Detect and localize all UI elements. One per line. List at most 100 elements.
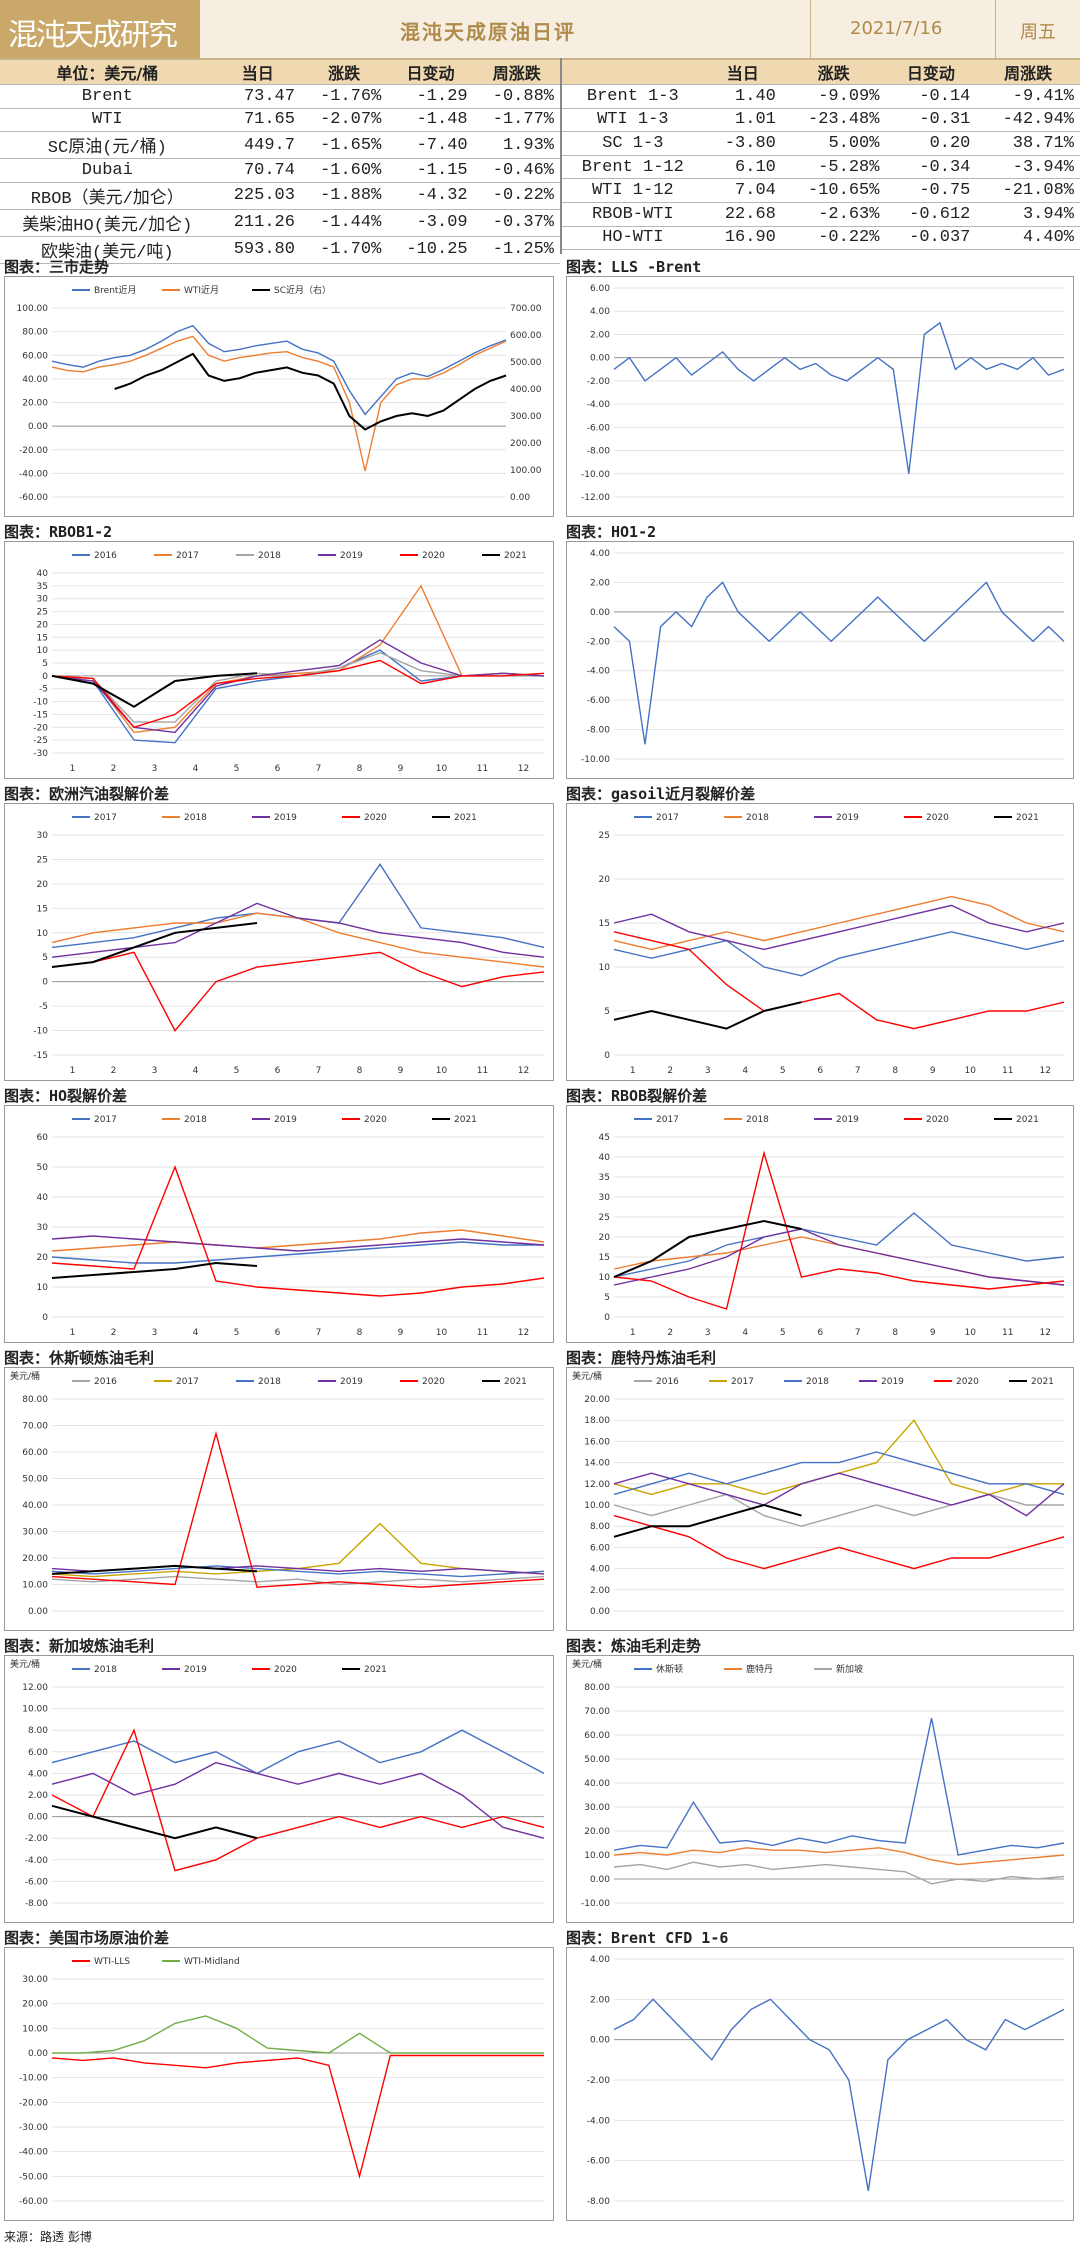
x-tick-label: 9 (398, 1066, 404, 1076)
chart-panel: 图表：HO裂解价差 60 50 40 30 20 10 0 1 2 3 4 5 6 7 8 9 10 11 12 201… (0, 1085, 560, 1347)
series-line (613, 1219, 802, 1278)
legend-label: WTI近月 (184, 284, 219, 296)
y-tick-label: 0 (42, 672, 48, 682)
y2-tick-label: 0.00 (510, 493, 530, 503)
chart-panel: 图表：美国市场原油价差 30.00 20.00 10.00 0.00 -10.00 -20.… (0, 1927, 560, 2225)
y2-tick-label: 100.00 (510, 466, 542, 476)
chart-svg: 100.00 80.00 60.00 40.00 20.00 0.00 -20.00 -40.… (4, 276, 554, 517)
legend-label: 2020 (956, 1377, 979, 1387)
y-tick-label: 15 (37, 633, 48, 643)
cell-value: -0.037 (885, 226, 977, 251)
y-tick-label: 20 (37, 880, 49, 890)
legend-label: 2021 (504, 551, 527, 561)
x-tick-label: 1 (70, 1066, 76, 1076)
cell-value: -1.29 (387, 84, 474, 109)
y-tick-label: 30 (37, 1223, 49, 1233)
x-tick-label: 5 (234, 764, 240, 774)
cell-value: -21.08% (976, 178, 1080, 203)
cell-value: 3.94% (976, 202, 1080, 227)
cell-value: -0.88% (473, 84, 560, 109)
y-tick-label: 20.00 (584, 1827, 610, 1837)
cell-value: 71.65 (214, 108, 301, 133)
y-tick-label: 50.00 (22, 1475, 48, 1485)
legend-label: 2018 (746, 813, 769, 823)
series-line (51, 1565, 545, 1578)
legend-label: 2018 (806, 1377, 829, 1387)
y-tick-label: -4.00 (587, 2116, 611, 2126)
series-line (51, 1575, 545, 1586)
table-row: Dubai 70.74 -1.60% -1.15 -0.46% (0, 158, 560, 183)
cell-value: -42.94% (976, 108, 1080, 133)
cell-value: -1.88% (300, 182, 388, 210)
series-line (51, 1235, 545, 1252)
series-line (613, 1503, 802, 1538)
row-label: RBOB（美元/加仑） (0, 182, 215, 210)
legend-label: 2020 (422, 1377, 445, 1387)
cell-value: -0.75 (885, 178, 977, 203)
y-tick-label: -6.00 (587, 2157, 611, 2167)
chart-panel: 图表：鹿特丹炼油毛利 美元/桶 20.00 18.00 16.00 14.00 12.00 1… (562, 1347, 1080, 1635)
y-tick-label: 12.00 (584, 1480, 610, 1490)
cell-value: -3.80 (703, 131, 782, 156)
x-tick-label: 6 (275, 1328, 281, 1338)
y-tick-label: 8.00 (28, 1726, 48, 1736)
chart-title: 图表：gasoil近月裂解价差 (566, 785, 756, 803)
legend-label: 2021 (1031, 1377, 1054, 1387)
x-tick-label: 7 (855, 1066, 861, 1076)
column-header: 周涨跌 (473, 60, 560, 85)
series-line (51, 1729, 545, 1775)
y-tick-label: 0.00 (590, 1607, 610, 1617)
y-tick-label: -10.00 (581, 1899, 610, 1909)
y-tick-label: 40.00 (584, 1779, 610, 1789)
legend-label: 2018 (258, 551, 281, 561)
column-header: 日变动 (885, 60, 977, 85)
y-tick-label: 14.00 (584, 1459, 610, 1469)
y2-tick-label: 500.00 (510, 358, 542, 368)
column-header: 当日 (214, 60, 301, 85)
legend-label: 2021 (454, 1115, 477, 1125)
y-tick-label: 25 (599, 831, 610, 841)
x-tick-label: 4 (193, 764, 199, 774)
y-tick-label: 4.00 (28, 1769, 48, 1779)
x-tick-label: 4 (193, 1066, 199, 1076)
series-line (51, 335, 507, 472)
chart-panel: 图表：HO1-2 4.00 2.00 0.00 -2.00 -4.00 -6.00 -8.00… (562, 521, 1080, 783)
x-tick-label: 8 (357, 1066, 363, 1076)
table-row: RBOB（美元/加仑） 225.03 -1.88% -4.32 -0.22% (0, 182, 560, 210)
legend-label: 2019 (274, 1115, 297, 1125)
cell-value: -0.14 (885, 84, 977, 109)
chart-svg: 美元/桶 12.00 10.00 8.00 6.00 4.00 2.00 0.00 -2.00 -… (4, 1655, 554, 1923)
y-tick-label: -2.00 (587, 2076, 611, 2086)
legend-label: 2020 (926, 813, 949, 823)
y-tick-label: -20.00 (19, 2098, 48, 2108)
series-line (51, 659, 545, 729)
x-tick-label: 1 (630, 1328, 636, 1338)
column-header: 周涨跌 (976, 60, 1080, 85)
x-tick-label: 5 (780, 1328, 786, 1338)
y-tick-label: 25 (37, 855, 48, 865)
chart-panel: 图表：欧洲汽油裂解价差 30 25 20 15 10 5 0 -5 -10 -15 1 2 3 4 5 6 7 8 9… (0, 783, 560, 1085)
y-tick-label: -8.00 (587, 2197, 611, 2207)
legend-label: 2017 (176, 1377, 199, 1387)
x-tick-label: 6 (275, 1066, 281, 1076)
legend-label: 2021 (504, 1377, 527, 1387)
y-tick-label: 25 (599, 1213, 610, 1223)
x-tick-label: 2 (111, 764, 117, 774)
y-tick-label: -40.00 (19, 2148, 48, 2158)
legend-label: 新加坡 (836, 1663, 863, 1675)
chart-title: 图表：休斯顿炼油毛利 (4, 1349, 155, 1367)
x-tick-label: 11 (477, 1328, 488, 1338)
cell-value: -0.612 (885, 202, 977, 227)
y-tick-label: -6.00 (587, 696, 611, 706)
x-tick-label: 9 (930, 1328, 936, 1338)
x-tick-label: 10 (436, 764, 448, 774)
legend-label: 2017 (656, 813, 679, 823)
chart-title: 图表：三市走势 (4, 258, 110, 276)
x-tick-label: 11 (477, 764, 488, 774)
y-tick-label: -10.00 (581, 470, 610, 480)
column-header: 单位：美元/桶 (0, 60, 215, 85)
chart-title: 图表：HO裂解价差 (4, 1087, 128, 1105)
chart-panel: 图表：RBOB1-2 40 35 30 25 20 15 10 5 0 -5 -10 -15 -20 -25… (0, 521, 560, 783)
